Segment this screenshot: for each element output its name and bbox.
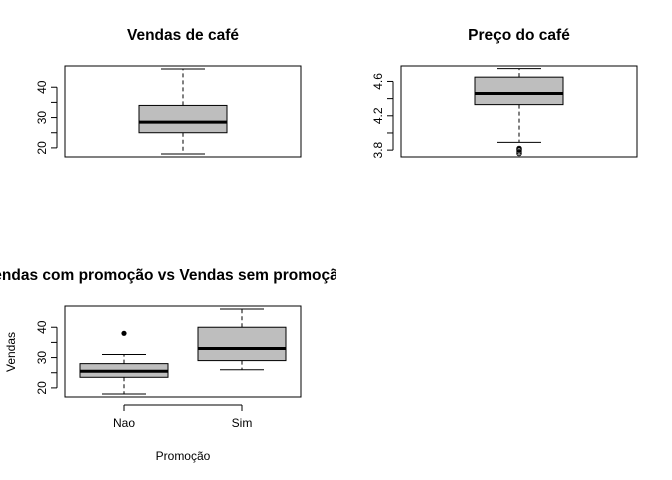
boxes — [474, 68, 564, 157]
y-tick-label: 40 — [35, 320, 49, 334]
box-sim — [197, 308, 287, 371]
boxes — [79, 308, 287, 395]
iqr-box — [197, 326, 287, 362]
box-0 — [138, 68, 228, 155]
y-axis: 3.8 4.2 4.6 — [371, 73, 394, 158]
boxes — [138, 68, 228, 155]
panel-preco-cafe: Preço do café 3.8 4.2 4.6 — [371, 27, 638, 158]
plot-frame — [400, 65, 638, 158]
y-tick-label: 40 — [35, 80, 49, 94]
x-tick-label: Sim — [232, 416, 253, 430]
y-tick-label: 4.6 — [371, 73, 385, 90]
chart-title: Vendas de café — [127, 27, 239, 44]
box-nao — [79, 330, 169, 395]
outlier-point — [516, 147, 522, 153]
panel-vendas-cafe: Vendas de café 20 30 40 — [35, 27, 302, 158]
outlier-point — [121, 330, 127, 336]
y-tick-label: 20 — [35, 141, 49, 155]
y-tick-label: 3.8 — [371, 141, 385, 158]
y-tick-label: 30 — [35, 351, 49, 365]
box-0 — [474, 68, 564, 157]
plot-frame — [64, 305, 302, 398]
y-axis: 20 30 40 — [35, 320, 58, 395]
y-axis-label: Vendas — [4, 332, 18, 372]
y-tick-label: 20 — [35, 381, 49, 395]
y-axis: 20 30 40 — [35, 80, 58, 155]
outlier-point — [516, 149, 522, 155]
y-tick-label: 30 — [35, 111, 49, 125]
x-axis-label: Promoção — [156, 449, 211, 463]
x-axis: Nao Sim — [113, 404, 253, 430]
plot-frame — [64, 65, 302, 158]
panel-vendas-promocao: Vendas com promoção vs Vendas sem promoç… — [0, 267, 348, 463]
chart-title: Vendas com promoção vs Vendas sem promoç… — [0, 267, 348, 284]
iqr-box — [138, 104, 228, 134]
x-tick-label: Nao — [113, 416, 135, 430]
y-tick-label: 4.2 — [371, 107, 385, 124]
outlier-point — [516, 150, 522, 157]
iqr-box — [474, 76, 564, 106]
chart-title: Preço do café — [468, 27, 570, 44]
